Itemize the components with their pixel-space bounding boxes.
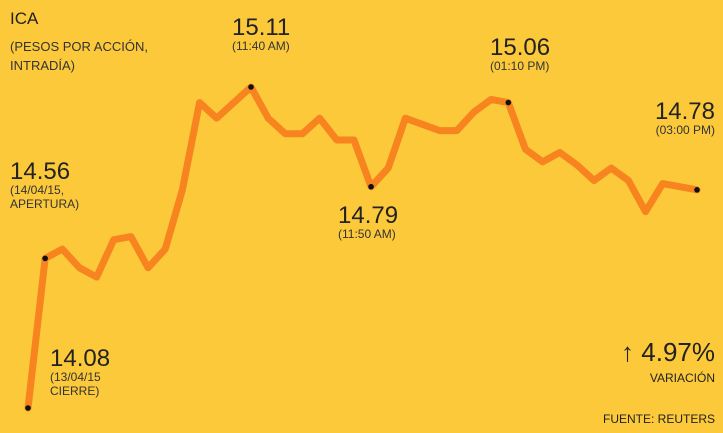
point-note: (14/04/15, APERTURA) — [10, 183, 80, 211]
point-marker — [505, 99, 512, 106]
point-marker — [25, 405, 31, 411]
point-marker — [694, 187, 700, 193]
point-note: (01:10 PM) — [490, 59, 550, 73]
point-note: (13/04/15 CIERRE) — [50, 370, 101, 398]
price-line — [24, 83, 701, 412]
point-value: 14.56 — [10, 158, 71, 185]
chart-title: ICA — [10, 9, 39, 28]
point-value: 15.06 — [490, 34, 551, 61]
point-marker — [248, 84, 254, 90]
change-value: ↑ 4.97% — [621, 337, 715, 367]
point-value: 14.79 — [338, 202, 399, 229]
point-value: 14.78 — [654, 98, 715, 125]
point-value: 14.08 — [50, 345, 111, 372]
point-value: 15.11 — [232, 14, 291, 41]
point-note: (11:50 AM) — [338, 227, 396, 241]
change-label: VARIACIÓN — [649, 371, 715, 385]
chart-subtitle: (PESOS POR ACCIÓN, INTRADÍA) — [10, 39, 148, 73]
point-note: (03:00 PM) — [655, 123, 715, 137]
point-marker — [368, 183, 374, 190]
point-marker — [42, 255, 48, 262]
point-note: (11:40 AM) — [232, 39, 290, 53]
source: FUENTE: REUTERS — [602, 412, 715, 426]
